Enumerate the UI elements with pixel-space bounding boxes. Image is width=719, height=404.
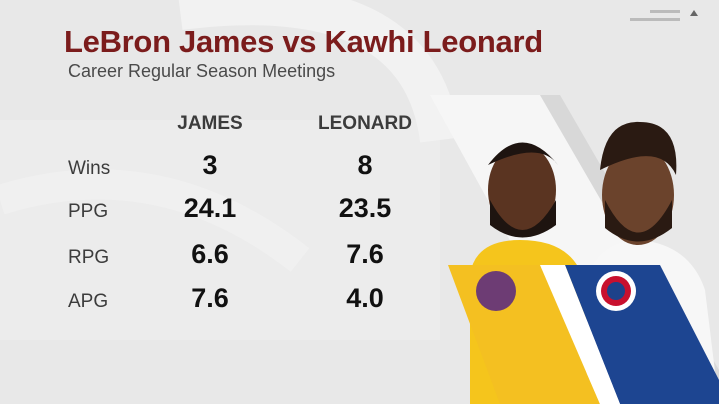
stat-value: 23.5 [338,193,392,223]
stat-value: 7.6 [346,239,384,269]
row-label: RPG [68,247,110,268]
subtitle: Career Regular Season Meetings [68,61,336,81]
title: LeBron James vs Kawhi Leonard [64,24,543,59]
stat-value: 4.0 [346,283,384,313]
stat-value: 7.6 [191,283,229,313]
row-label: APG [68,291,109,312]
stat-value: 6.6 [191,239,229,269]
row-label: Wins [68,158,111,179]
stat-value: 8 [357,150,373,180]
column-header: LEONARD [318,113,412,134]
stat-value: 3 [202,150,218,180]
column-header: JAMES [177,113,243,134]
stat-value: 24.1 [183,193,237,223]
row-label: PPG [68,201,109,222]
